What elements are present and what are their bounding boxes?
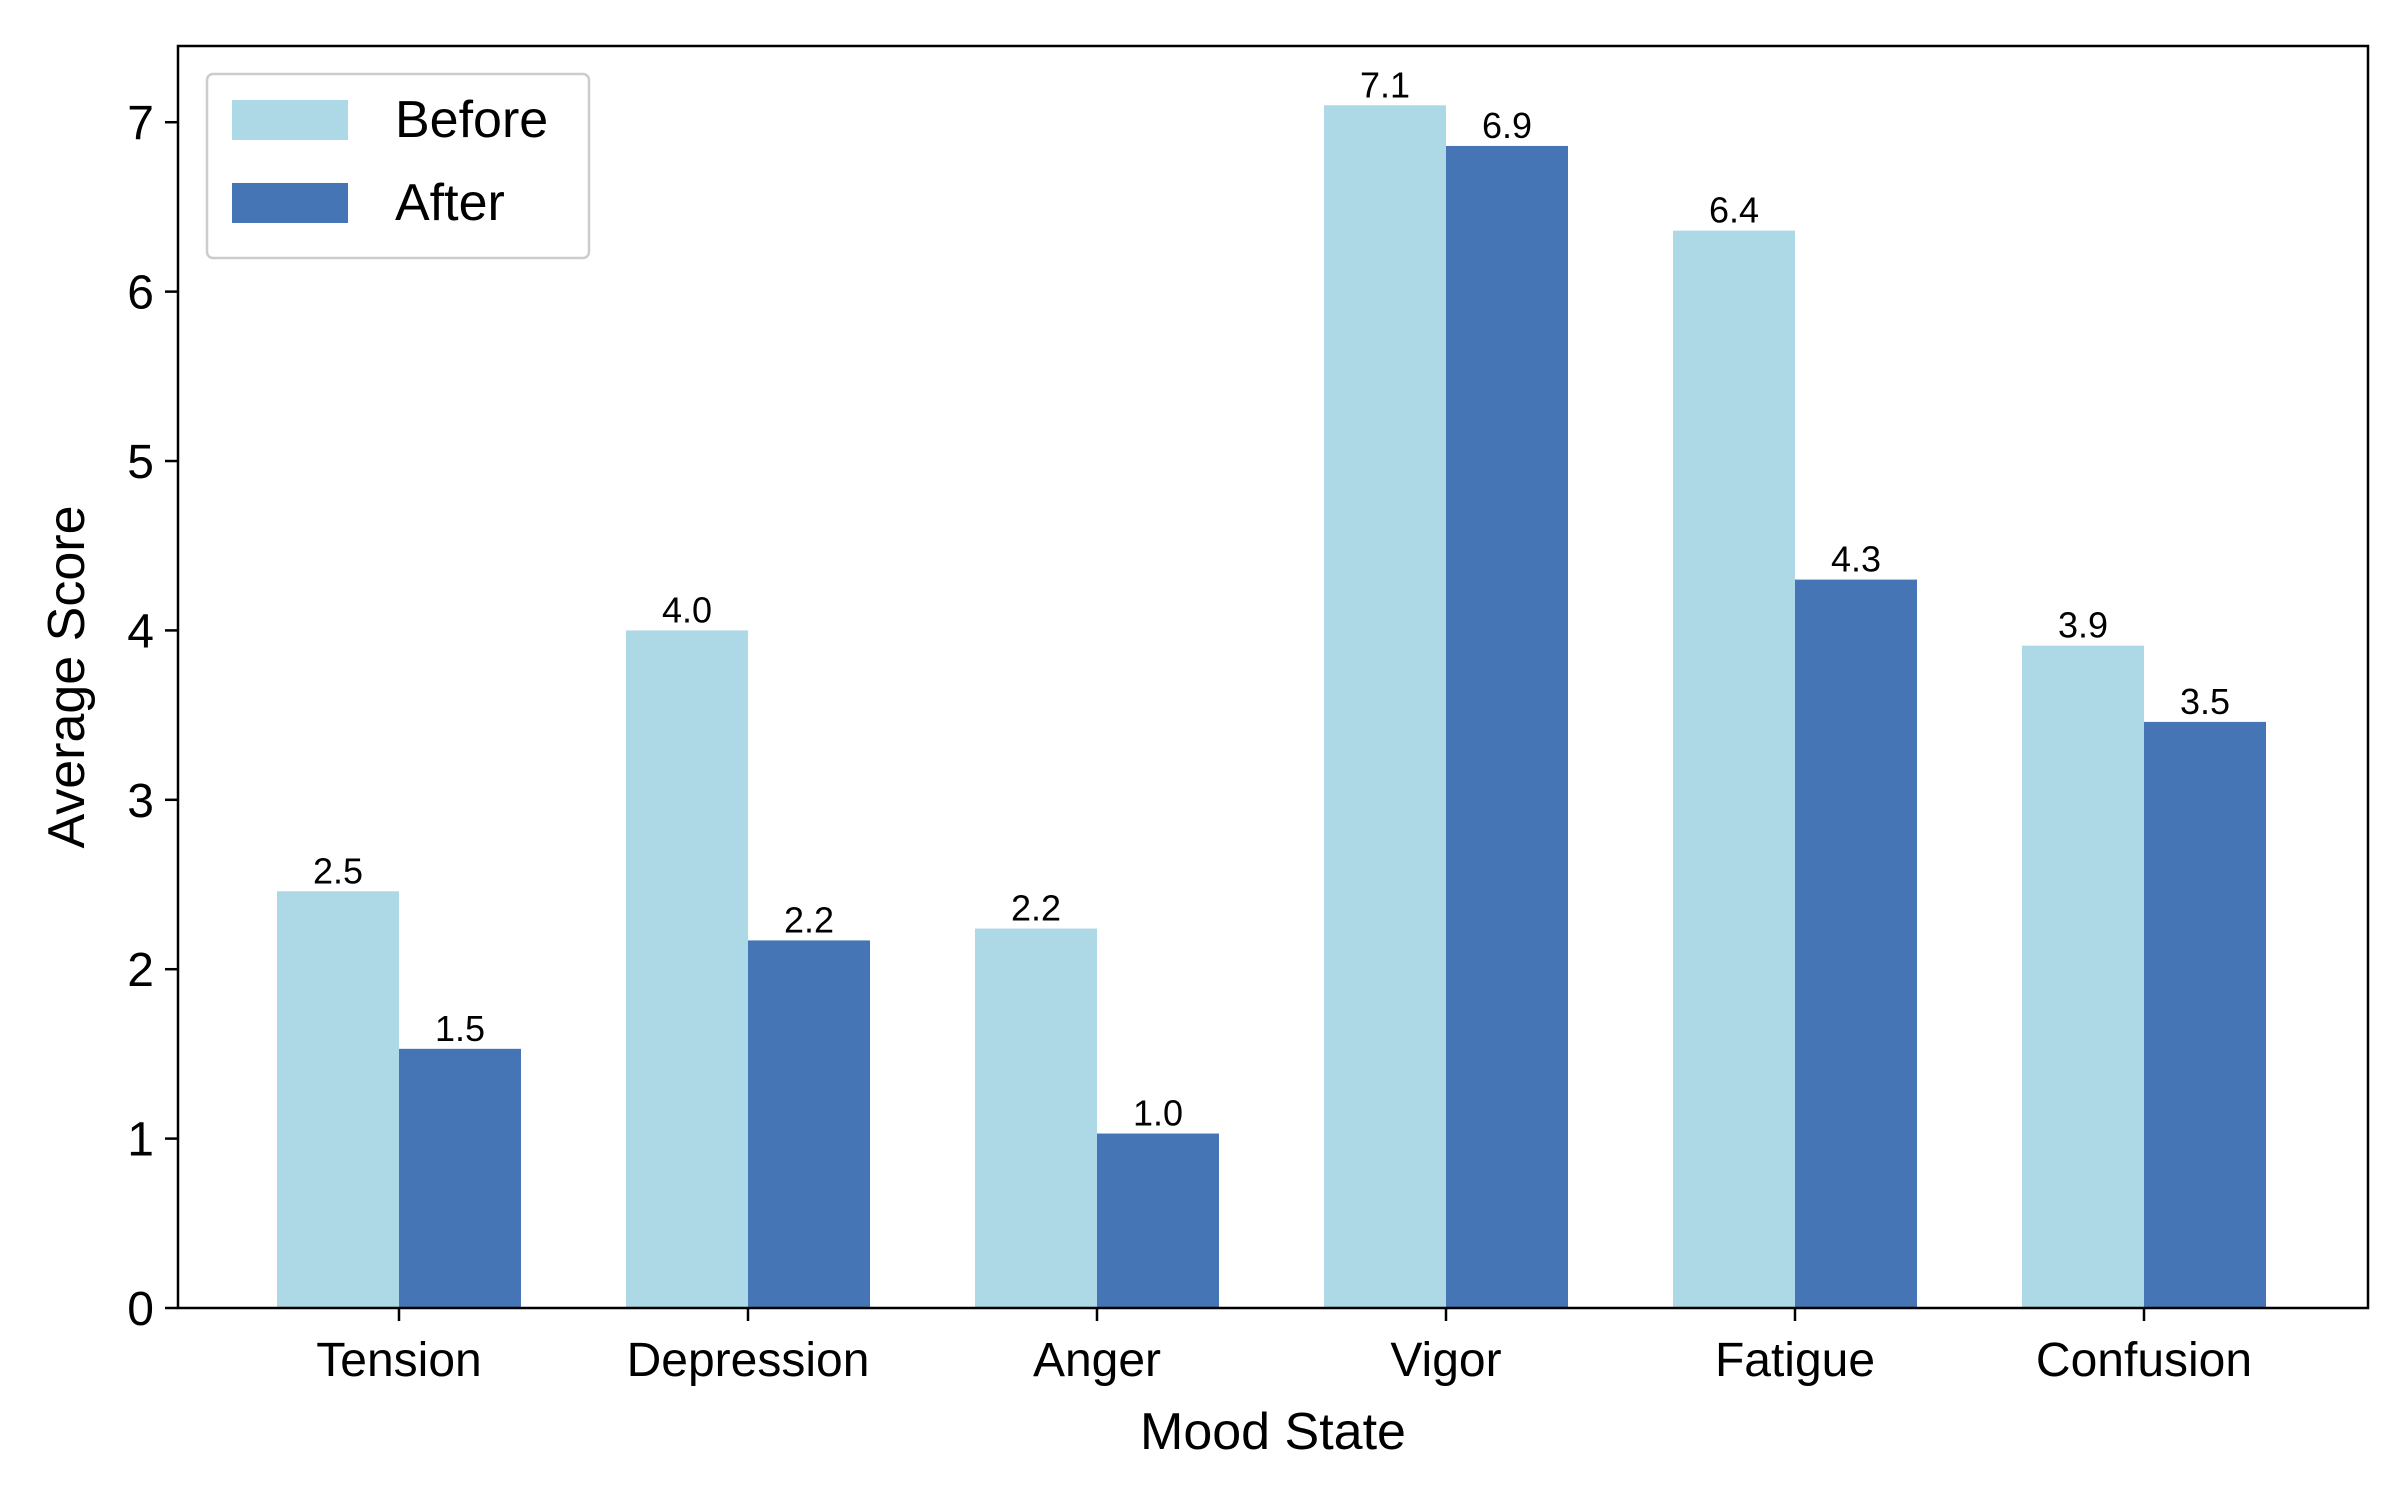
legend-swatch-after	[232, 183, 348, 223]
data-label-after-vigor: 6.9	[1482, 105, 1532, 146]
data-label-before-anger: 2.2	[1011, 888, 1061, 929]
bar-after-tension	[399, 1048, 521, 1308]
x-tick-label-vigor: Vigor	[1390, 1334, 1501, 1387]
y-tick-label: 4	[127, 605, 154, 658]
data-label-after-fatigue: 4.3	[1831, 539, 1881, 580]
data-label-before-depression: 4.0	[662, 589, 712, 630]
data-label-after-confusion: 3.5	[2180, 681, 2230, 722]
y-tick-label: 2	[127, 944, 154, 997]
x-tick-label-confusion: Confusion	[2036, 1334, 2252, 1387]
bar-after-depression	[748, 940, 870, 1308]
x-tick-label-tension: Tension	[316, 1334, 481, 1387]
data-label-after-tension: 1.5	[435, 1008, 485, 1049]
y-axis-ticks: 0 1 2 3 4 5 6 7	[127, 97, 178, 1336]
y-tick-label: 1	[127, 1114, 154, 1167]
legend-label-before: Before	[395, 91, 548, 149]
y-tick-label: 6	[127, 267, 154, 320]
bar-before-vigor	[1324, 105, 1446, 1309]
legend-swatch-before	[232, 100, 348, 140]
data-label-before-fatigue: 6.4	[1709, 190, 1759, 231]
bar-before-confusion	[2022, 645, 2144, 1308]
bar-before-fatigue	[1673, 230, 1795, 1309]
y-tick-label: 5	[127, 436, 154, 489]
bar-before-anger	[975, 928, 1097, 1308]
bar-before-tension	[277, 891, 399, 1308]
data-labels-group: 2.5 1.5 4.0 2.2 2.2 1.0 7.1 6.9 6.4 4.3 3.9 3.5	[313, 64, 2230, 1133]
bar-after-vigor	[1446, 145, 1568, 1309]
bar-after-fatigue	[1795, 579, 1917, 1308]
x-axis-title: Mood State	[1140, 1403, 1406, 1461]
data-label-before-tension: 2.5	[313, 850, 363, 891]
legend: Before After	[205, 72, 591, 260]
x-axis-ticks: Tension Depression Anger Vigor Fatigue Confus…	[316, 1308, 2252, 1387]
plot-frame	[176, 44, 2370, 1310]
bar-after-confusion	[2144, 721, 2266, 1308]
bar-after-anger	[1097, 1133, 1219, 1308]
data-label-before-confusion: 3.9	[2058, 605, 2108, 646]
data-label-after-anger: 1.0	[1133, 1093, 1183, 1134]
data-label-before-vigor: 7.1	[1360, 64, 1410, 105]
x-tick-label-depression: Depression	[627, 1334, 870, 1387]
y-tick-label: 7	[127, 97, 154, 150]
y-axis-title: Average Score	[38, 505, 96, 848]
y-tick-label: 0	[127, 1283, 154, 1336]
data-label-after-depression: 2.2	[784, 899, 834, 940]
legend-label-after: After	[395, 174, 505, 232]
y-tick-label: 3	[127, 775, 154, 828]
bars-group	[277, 105, 2266, 1309]
x-tick-label-fatigue: Fatigue	[1715, 1334, 1875, 1387]
bar-before-depression	[626, 630, 748, 1308]
x-tick-label-anger: Anger	[1033, 1334, 1161, 1387]
